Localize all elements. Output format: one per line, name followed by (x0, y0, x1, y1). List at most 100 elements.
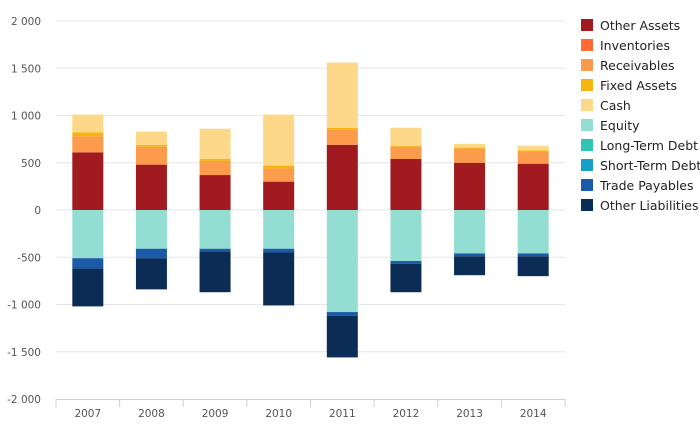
x-tick-label: 2011 (329, 408, 356, 420)
bar-segment-cash-2011 (326, 62, 358, 128)
bar-segment-equity-2008 (135, 210, 167, 249)
x-tick-label: 2009 (202, 408, 229, 420)
legend-item[interactable]: Cash (581, 98, 631, 113)
bar-segment-other-liabilities-2012 (390, 263, 422, 293)
bar-segment-fixed-assets-2008 (135, 144, 167, 147)
bar-segment-equity-2009 (199, 210, 231, 249)
bars (72, 62, 549, 358)
legend-item[interactable]: Equity (581, 118, 640, 133)
bar-segment-fixed-assets-2009 (199, 158, 231, 161)
bar-segment-receivables-2012 (390, 146, 422, 159)
bar-segment-cash-2013 (454, 143, 486, 148)
bar-segment-receivables-2007 (72, 136, 104, 153)
legend-label: Inventories (600, 38, 670, 53)
x-tick-label: 2014 (520, 408, 547, 420)
legend-swatch (581, 159, 593, 171)
bar-segment-equity-2014 (517, 210, 549, 254)
bar-segment-other-assets-2007 (72, 152, 104, 210)
legend-label: Short-Term Debt (600, 158, 700, 173)
bar-segment-other-liabilities-2009 (199, 251, 231, 293)
bar-segment-other-assets-2013 (454, 162, 486, 210)
y-axis-ticks: 2 000 1 500 1 000 500 0 -500 -1 000 -1 500 -2 00… (7, 16, 41, 406)
x-tick-label: 2010 (265, 408, 292, 420)
legend-label: Other Assets (600, 18, 680, 33)
legend-swatch (581, 139, 593, 151)
bar-segment-fixed-assets-2010 (263, 165, 295, 169)
bar-segment-receivables-2010 (263, 168, 295, 182)
bar-segment-other-liabilities-2014 (517, 256, 549, 277)
legend-label: Equity (600, 118, 640, 133)
y-tick-label: 2 000 (11, 16, 41, 28)
y-tick-label: 1 500 (11, 63, 41, 75)
bar-segment-other-liabilities-2010 (263, 252, 295, 306)
bar-segment-cash-2012 (390, 127, 422, 146)
bar-segment-trade-payables-2012 (390, 261, 422, 264)
bar-segment-other-assets-2008 (135, 164, 167, 210)
bar-segment-cash-2014 (517, 145, 549, 151)
bar-segment-equity-2007 (72, 210, 104, 259)
legend-item[interactable]: Other Assets (581, 18, 680, 33)
bar-segment-equity-2012 (390, 210, 422, 262)
legend-item[interactable]: Receivables (581, 58, 675, 73)
bar-segment-receivables-2014 (517, 151, 549, 164)
bar-segment-trade-payables-2008 (135, 248, 167, 259)
legend-swatch (581, 99, 593, 111)
y-tick-label: -1 500 (7, 347, 41, 359)
bar-segment-equity-2011 (326, 210, 358, 313)
bar-segment-cash-2008 (135, 131, 167, 145)
bar-segment-other-assets-2011 (326, 144, 358, 210)
legend-label: Trade Payables (599, 178, 694, 193)
legend-swatch (581, 179, 593, 191)
bar-segment-receivables-2013 (454, 148, 486, 163)
bar-segment-trade-payables-2014 (517, 253, 549, 257)
bar-segment-fixed-assets-2011 (326, 127, 358, 130)
bar-segment-other-assets-2009 (199, 175, 231, 210)
bar-segment-other-assets-2010 (263, 181, 295, 210)
bar-segment-trade-payables-2007 (72, 258, 104, 269)
bar-segment-equity-2010 (263, 210, 295, 249)
legend-swatch (581, 79, 593, 91)
legend-label: Fixed Assets (600, 78, 677, 93)
x-tick-label: 2013 (456, 408, 483, 420)
bar-segment-receivables-2011 (326, 129, 358, 145)
y-tick-label: -500 (17, 252, 41, 264)
bar-segment-receivables-2009 (199, 160, 231, 176)
legend-swatch (581, 19, 593, 31)
bar-segment-equity-2013 (454, 210, 486, 254)
legend-item[interactable]: Trade Payables (581, 178, 694, 193)
y-tick-label: -2 000 (7, 394, 41, 406)
legend-swatch (581, 39, 593, 51)
bar-segment-other-assets-2014 (517, 163, 549, 210)
bar-segment-other-liabilities-2008 (135, 258, 167, 290)
bar-segment-other-liabilities-2007 (72, 268, 104, 307)
legend-item[interactable]: Inventories (581, 38, 670, 53)
grid-lines (56, 20, 565, 353)
y-tick-label: 500 (21, 158, 41, 170)
legend-item[interactable]: Short-Term Debt (581, 158, 700, 173)
x-tick-label: 2007 (74, 408, 101, 420)
legend-swatch (581, 59, 593, 71)
x-tick-label: 2012 (393, 408, 420, 420)
bar-segment-other-assets-2012 (390, 158, 422, 210)
bar-segment-fixed-assets-2012 (390, 145, 422, 147)
bar-segment-cash-2009 (199, 128, 231, 159)
legend-swatch (581, 119, 593, 131)
legend-item[interactable]: Fixed Assets (581, 78, 677, 93)
bar-segment-receivables-2008 (135, 146, 167, 165)
legend-item[interactable]: Long-Term Debt (581, 138, 698, 153)
bar-segment-cash-2010 (263, 114, 295, 166)
bar-segment-trade-payables-2009 (199, 248, 231, 252)
x-tick-label: 2008 (138, 408, 165, 420)
legend-item[interactable]: Other Liabilities (581, 198, 699, 213)
legend-label: Long-Term Debt (600, 138, 698, 153)
bar-segment-trade-payables-2013 (454, 253, 486, 257)
legend-label: Other Liabilities (600, 198, 699, 213)
y-tick-label: 1 000 (11, 111, 41, 123)
bar-segment-cash-2007 (72, 114, 104, 133)
bar-segment-other-liabilities-2011 (326, 315, 358, 358)
bar-segment-fixed-assets-2014 (517, 150, 549, 152)
legend-label: Cash (600, 98, 631, 113)
bar-segment-fixed-assets-2013 (454, 147, 486, 149)
legend-label: Receivables (600, 58, 675, 73)
